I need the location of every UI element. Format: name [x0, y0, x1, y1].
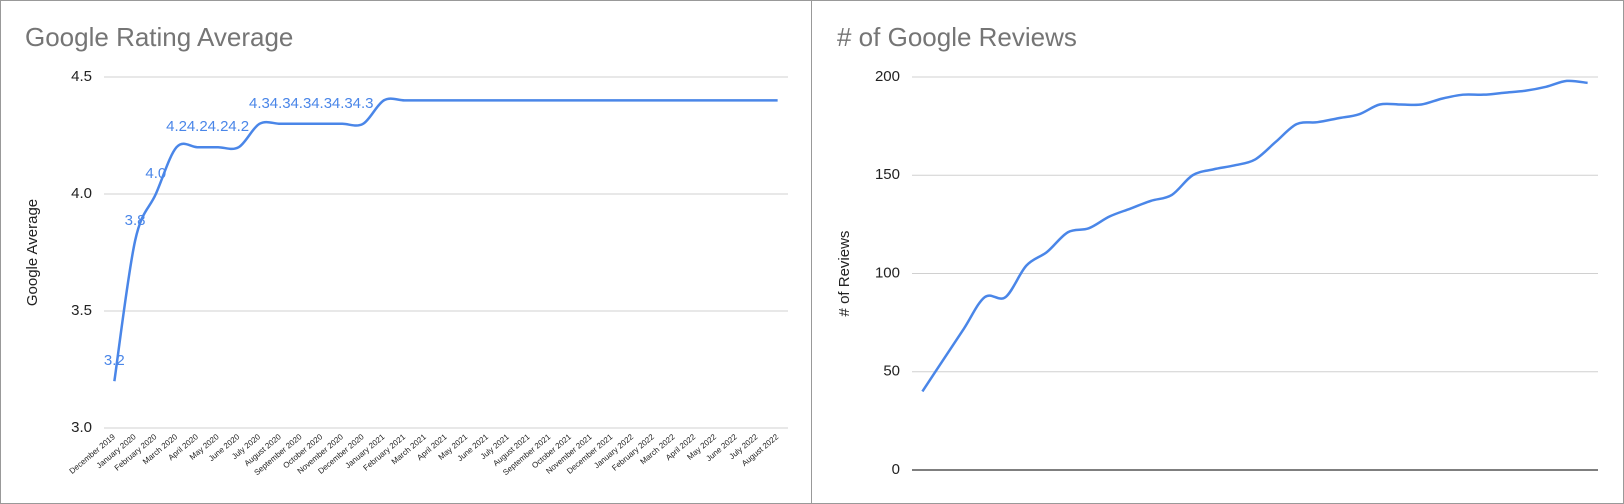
y-tick-label: 50	[883, 363, 900, 380]
panel	[811, 0, 1624, 504]
line	[113, 97, 778, 382]
y-tick-label: 150	[875, 166, 900, 183]
data-label: 4.2	[166, 118, 187, 135]
data-label: 3.2	[104, 352, 125, 369]
y-axis-label: Google Average	[24, 199, 41, 306]
y-tick-label: 0	[892, 461, 900, 478]
y-tick-label: 4.5	[71, 68, 92, 85]
data-label: 4.3	[332, 95, 353, 112]
data-label: 4.2	[208, 118, 229, 135]
panel	[0, 0, 812, 504]
y-tick-label: 3.0	[71, 419, 92, 436]
data-label: 4.3	[311, 95, 332, 112]
data-label: 4.3	[270, 95, 291, 112]
data-label: 4.2	[187, 118, 208, 135]
line	[921, 79, 1588, 393]
data-label: 4.3	[353, 95, 374, 112]
y-tick-label: 4.0	[71, 185, 92, 202]
chart-title: Google Rating Average	[25, 22, 293, 52]
chart-title: # of Google Reviews	[837, 22, 1077, 52]
data-label: 4.0	[145, 165, 166, 182]
y-tick-label: 100	[875, 264, 900, 281]
data-label: 4.2	[228, 118, 249, 135]
data-label: 3.8	[125, 212, 146, 229]
y-tick-label: 200	[875, 68, 900, 85]
y-axis-label: # of Reviews	[836, 231, 853, 317]
data-label: 4.3	[290, 95, 311, 112]
data-label: 4.3	[249, 95, 270, 112]
y-tick-label: 3.5	[71, 302, 92, 319]
